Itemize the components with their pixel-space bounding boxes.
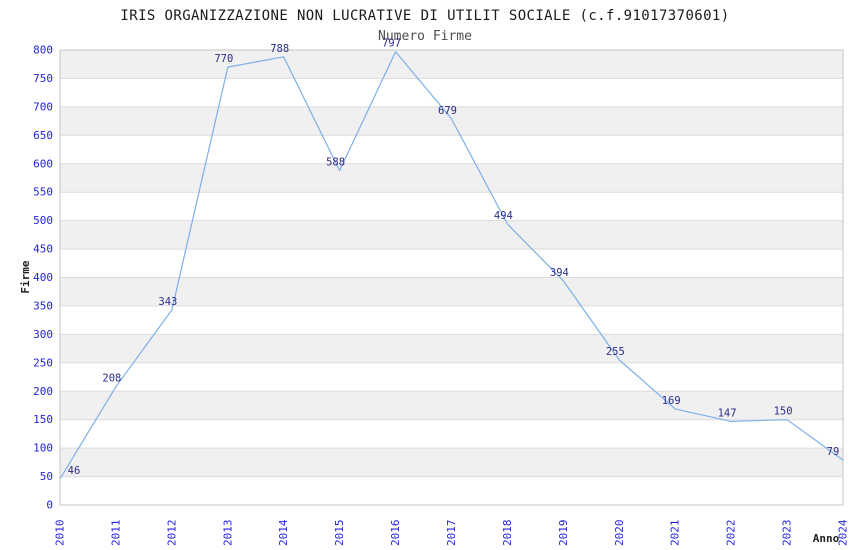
point-label: 169 xyxy=(662,395,681,407)
y-axis-title: Firme xyxy=(19,260,32,293)
x-tick-label: 2018 xyxy=(501,520,514,547)
y-tick-label: 700 xyxy=(33,100,53,113)
point-label: 208 xyxy=(102,373,121,385)
chart-subtitle: Numero Firme xyxy=(378,29,472,44)
point-label: 46 xyxy=(68,465,81,477)
plot-band xyxy=(60,334,843,363)
plot-band xyxy=(60,249,843,278)
x-tick-label: 2014 xyxy=(277,519,290,546)
point-label: 147 xyxy=(718,407,737,419)
point-label: 255 xyxy=(606,346,625,358)
x-axis-title: Anno xyxy=(813,532,840,545)
plot-band xyxy=(60,362,843,392)
point-label: 150 xyxy=(774,406,793,418)
x-tick-label: 2013 xyxy=(221,520,234,547)
chart-title: IRIS ORGANIZZAZIONE NON LUCRATIVE DI UTI… xyxy=(120,8,730,24)
x-tick-label: 2012 xyxy=(165,520,178,547)
plot-band xyxy=(60,220,843,250)
plot-band xyxy=(60,192,843,221)
x-tick-label: 2021 xyxy=(669,520,682,547)
plot-band xyxy=(60,78,843,107)
y-tick-label: 600 xyxy=(33,157,53,170)
y-tick-label: 300 xyxy=(33,328,53,341)
plot-band xyxy=(60,135,843,164)
x-tick-label: 2010 xyxy=(54,520,67,547)
plot-generated-layer: 46 208 343 770 788 588 797 679 494 394 255 169 147 15… xyxy=(33,38,849,546)
y-tick-label: 150 xyxy=(33,413,53,426)
x-tick-label: 2024 xyxy=(837,519,850,546)
x-tick-label: 2016 xyxy=(389,520,402,547)
point-label: 797 xyxy=(382,38,401,50)
plot-band xyxy=(60,50,843,79)
point-label: 343 xyxy=(158,296,177,308)
y-tick-label: 50 xyxy=(40,470,53,483)
y-tick-label: 650 xyxy=(33,129,53,142)
point-label: 788 xyxy=(270,43,289,55)
x-tick-label: 2017 xyxy=(445,520,458,547)
y-tick-label: 350 xyxy=(33,299,53,312)
x-tick-label: 2023 xyxy=(781,520,794,547)
x-tick-label: 2011 xyxy=(109,520,122,547)
point-label: 679 xyxy=(438,105,457,117)
plot-band xyxy=(60,305,843,335)
plot-band xyxy=(60,106,843,136)
point-label: 79 xyxy=(827,446,840,458)
y-tick-label: 200 xyxy=(33,385,53,398)
y-tick-label: 0 xyxy=(46,499,53,512)
point-label: 494 xyxy=(494,210,513,222)
plot-band xyxy=(60,476,843,505)
y-tick-label: 500 xyxy=(33,214,53,227)
point-label: 588 xyxy=(326,157,345,169)
y-tick-label: 800 xyxy=(33,44,53,57)
plot-border xyxy=(59,49,844,506)
plot-band xyxy=(60,448,843,477)
y-tick-label: 250 xyxy=(33,356,53,369)
plot-band xyxy=(60,277,843,306)
y-tick-label: 550 xyxy=(33,186,53,199)
x-tick-label: 2019 xyxy=(557,520,570,547)
plot-band xyxy=(60,419,843,449)
x-tick-label: 2015 xyxy=(333,520,346,547)
point-label: 394 xyxy=(550,267,569,279)
x-tick-label: 2022 xyxy=(725,520,738,547)
series-line xyxy=(59,51,844,480)
y-tick-label: 450 xyxy=(33,243,53,256)
x-tick-label: 2020 xyxy=(613,520,626,547)
y-tick-label: 100 xyxy=(33,442,53,455)
point-label: 770 xyxy=(214,53,233,65)
y-tick-label: 400 xyxy=(33,271,53,284)
plot-band xyxy=(60,163,843,193)
y-tick-label: 750 xyxy=(33,72,53,85)
plot-band xyxy=(60,391,843,420)
